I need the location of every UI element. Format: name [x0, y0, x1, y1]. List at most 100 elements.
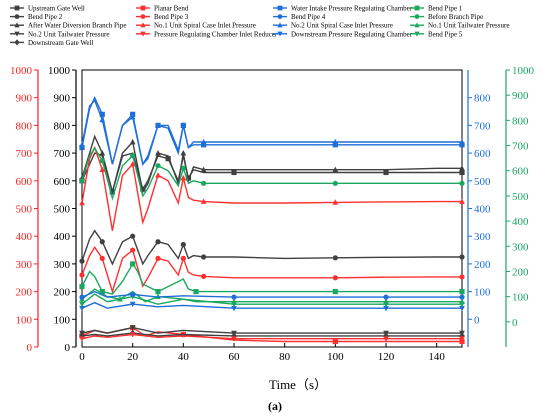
- series-line: [81, 290, 462, 298]
- legend-entry: No.1 Unit Tailwater Pressure: [410, 22, 509, 30]
- legend-label: Bend Pipe 3: [154, 13, 189, 21]
- left_red-tick-label: 500: [16, 204, 33, 216]
- plot-frame: [81, 69, 463, 348]
- data-point: [99, 166, 106, 173]
- x-axis-title: Time（s）: [269, 377, 327, 392]
- data-point: [155, 163, 161, 169]
- data-point: [99, 111, 105, 117]
- legend-entry: After Water Diversion Branch Pipe: [10, 22, 126, 30]
- legend-marker: [414, 22, 420, 28]
- legend-marker: [277, 31, 283, 37]
- data-point: [332, 275, 338, 281]
- data-point: [332, 289, 338, 295]
- left_black-tick-label: 800: [54, 120, 71, 132]
- data-point: [130, 247, 136, 253]
- data-point: [155, 149, 161, 156]
- left_black-tick-label: 900: [54, 93, 71, 105]
- data-point: [332, 255, 338, 261]
- data-point: [231, 305, 237, 312]
- series-no-2-unit-spiral-case-inlet-pressure: [79, 99, 465, 167]
- data-point: [383, 294, 389, 300]
- x-tick-label: 20: [127, 351, 139, 363]
- data-point: [140, 186, 146, 192]
- legend-marker: [277, 22, 283, 28]
- data-point: [165, 156, 171, 162]
- data-point: [180, 149, 187, 156]
- left_red-tick-label: 900: [16, 93, 33, 105]
- series-line: [81, 152, 462, 195]
- data-point: [332, 166, 339, 173]
- figure-caption: (a): [268, 399, 282, 413]
- data-point: [200, 198, 207, 204]
- right_green-tick-label: 800: [512, 115, 529, 127]
- left_red-tick-label: 600: [16, 176, 33, 188]
- data-point: [130, 233, 136, 239]
- legend-marker: [14, 39, 20, 46]
- right_green-tick-label: 900: [512, 90, 529, 102]
- data-point: [332, 199, 339, 205]
- data-point: [200, 166, 207, 173]
- data-point: [180, 255, 186, 261]
- legend-label: After Water Diversion Branch Pipe: [28, 22, 126, 30]
- legend-entry: Downstream Gate Well: [10, 39, 93, 47]
- data-point: [155, 255, 161, 261]
- legend-label: Downstream Gate Well: [28, 39, 93, 47]
- data-point: [79, 199, 85, 206]
- legend-entry: Bend Pipe 2: [10, 13, 63, 21]
- right_blue-tick-label: 500: [474, 176, 491, 188]
- right_green-tick-label: 100: [512, 292, 529, 304]
- right_green-tick-label: 200: [512, 266, 529, 278]
- left_red-tick-label: 400: [16, 231, 33, 243]
- data-point: [332, 138, 339, 145]
- data-point: [459, 336, 465, 342]
- data-point: [180, 165, 186, 171]
- left_black-tick-label: 500: [54, 204, 71, 216]
- data-point: [459, 294, 465, 300]
- left_red-tick-label: 800: [16, 120, 33, 132]
- data-point: [383, 336, 389, 342]
- legend-marker: [140, 22, 146, 28]
- left_red-tick-label: 100: [16, 314, 33, 326]
- series-line: [81, 332, 462, 337]
- series-pressure-regulating-chamber-inlet-reducer: [79, 332, 465, 342]
- left_black-tick-label: 600: [54, 176, 71, 188]
- right_green-tick-label: 1000: [512, 65, 535, 77]
- data-point: [383, 301, 389, 308]
- legend-marker: [140, 31, 146, 37]
- right_blue-tick-label: 600: [474, 148, 491, 160]
- data-point: [200, 138, 207, 145]
- data-point: [109, 189, 115, 195]
- data-point: [180, 122, 187, 128]
- data-point: [79, 294, 85, 300]
- series-line: [81, 96, 462, 166]
- right_blue-tick-label: 300: [474, 231, 491, 243]
- data-point: [459, 198, 465, 204]
- x-tick-label: 80: [279, 351, 291, 363]
- data-point: [129, 161, 136, 167]
- data-point: [459, 138, 465, 145]
- data-point: [79, 336, 85, 342]
- series-before-branch-pipe: [79, 146, 465, 201]
- series-line: [81, 326, 462, 334]
- right_blue-tick-label: 800: [474, 93, 491, 105]
- data-point: [155, 122, 161, 128]
- data-point: [459, 254, 465, 260]
- legend-entry: No.1 Unit Spiral Case Inlet Pressure: [136, 22, 256, 30]
- series-bend-pipe-1: [79, 261, 465, 295]
- data-point: [79, 301, 85, 308]
- legend-entry: Bend Pipe 1: [410, 5, 463, 13]
- right_green-tick-label: 300: [512, 241, 529, 253]
- series-bend-pipe-4: [79, 290, 465, 300]
- legend-entry: Upstream Gate Well: [10, 5, 85, 13]
- right_blue-tick-label: 700: [474, 120, 491, 132]
- series-line: [81, 229, 462, 266]
- series-line: [81, 333, 462, 340]
- data-point: [459, 180, 465, 186]
- left_black-tick-label: 1000: [48, 65, 71, 77]
- right_green-tick-label: 700: [512, 141, 529, 153]
- series-line: [81, 145, 462, 231]
- data-point: [459, 274, 465, 280]
- left_black-tick-label: 100: [54, 314, 71, 326]
- legend-label: Before Branch Pipe: [428, 13, 483, 21]
